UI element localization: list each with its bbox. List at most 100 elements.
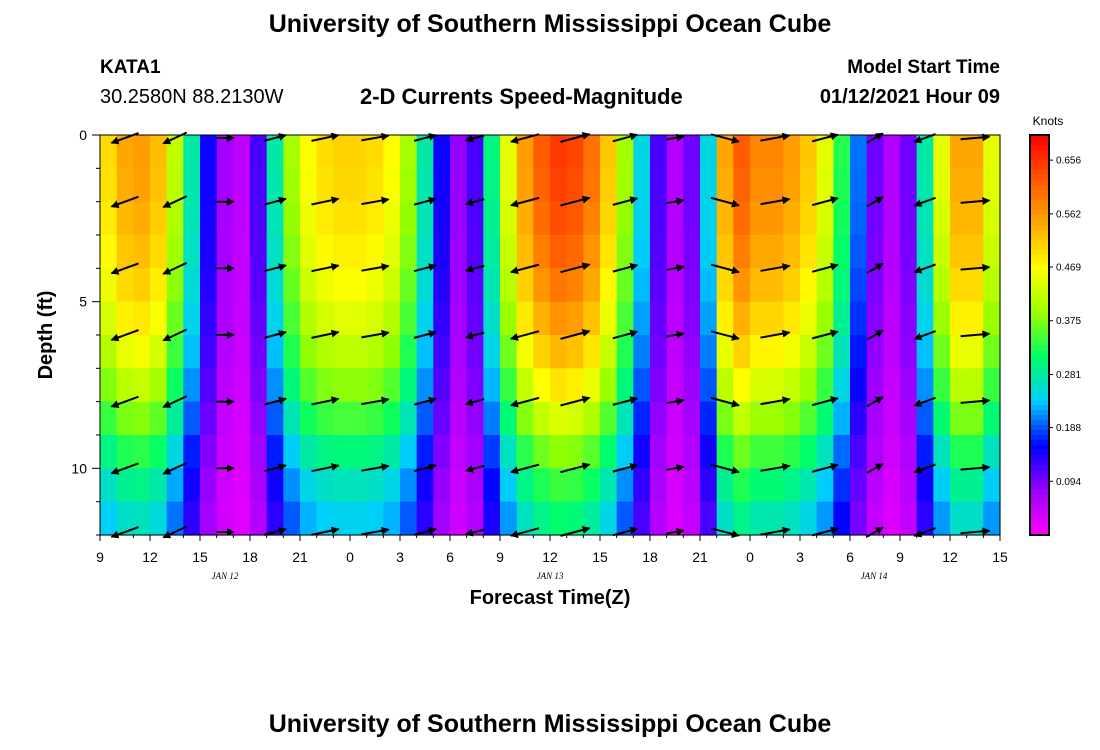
- heatmap-cell: [933, 235, 951, 269]
- heatmap-cell: [533, 235, 551, 269]
- current-vector: [162, 328, 188, 342]
- heatmap-cell: [916, 468, 934, 503]
- heatmap-cell: [950, 201, 968, 236]
- x-tick-label: 3: [396, 549, 404, 565]
- heatmap-cell: [700, 135, 718, 169]
- heatmap-cell: [950, 235, 968, 269]
- heatmap-cell: [800, 401, 818, 436]
- current-vector: [413, 196, 437, 206]
- heatmap-cell: [666, 301, 684, 336]
- heatmap-cell: [116, 368, 134, 403]
- heatmap-cell: [583, 268, 601, 303]
- heatmap-cell: [133, 401, 151, 436]
- heatmap-cell: [416, 301, 434, 336]
- heatmap-cell: [566, 468, 584, 503]
- heatmap-cell: [966, 401, 984, 436]
- heatmap-cell: [616, 401, 634, 436]
- heatmap-cell: [383, 368, 401, 403]
- heatmap-cell: [866, 468, 884, 503]
- heatmap-cell: [716, 301, 734, 336]
- heatmap-cell: [883, 401, 901, 436]
- heatmap-cell: [850, 501, 868, 536]
- heatmap-cell: [133, 168, 151, 203]
- current-vector: [510, 263, 540, 275]
- heatmap-cell: [833, 435, 851, 469]
- current-vector: [913, 396, 936, 407]
- heatmap-cell: [233, 435, 251, 469]
- heatmap-cell: [466, 301, 484, 336]
- heatmap-cell: [316, 501, 334, 536]
- heatmap-cell: [533, 301, 551, 336]
- heatmap-cell: [250, 368, 268, 403]
- heatmap-cell: [916, 235, 934, 269]
- heatmap-cell: [633, 268, 651, 303]
- heatmap-cell: [950, 135, 968, 169]
- heatmap-cell: [600, 468, 618, 503]
- heatmap-cell: [883, 135, 901, 169]
- station-id: KATA1: [100, 57, 161, 78]
- heatmap-cell: [166, 168, 184, 203]
- heatmap-cell: [466, 435, 484, 469]
- current-vector: [361, 526, 390, 536]
- current-vector: [710, 330, 740, 341]
- heatmap-cell: [333, 268, 351, 303]
- heatmap-cell: [433, 135, 451, 169]
- heatmap-cell: [150, 201, 168, 236]
- heatmap-cell: [766, 501, 784, 536]
- heatmap-cell: [333, 235, 351, 269]
- heatmap-cell: [900, 435, 918, 469]
- colorbar-swatch: [1030, 515, 1049, 521]
- heatmap-cell: [100, 468, 118, 503]
- current-vector: [811, 462, 839, 473]
- heatmap-cell: [983, 168, 1001, 203]
- heatmap-cell: [783, 335, 801, 369]
- colorbar-swatch: [1030, 245, 1049, 251]
- heatmap-cell: [266, 468, 284, 503]
- heatmap-cell: [416, 435, 434, 469]
- colorbar-swatch: [1030, 440, 1049, 446]
- heatmap-cell: [566, 435, 584, 469]
- heatmap-cell: [816, 501, 834, 536]
- heatmap-cell: [216, 235, 234, 269]
- heatmap-cell: [600, 501, 618, 536]
- heatmap-cell: [683, 268, 701, 303]
- heatmap-cell: [816, 335, 834, 369]
- heatmap-cell: [583, 401, 601, 436]
- heatmap-cell: [866, 368, 884, 403]
- colorbar-tick-label: 0.656: [1056, 156, 1081, 167]
- heatmap-cell: [200, 501, 218, 536]
- heatmap-cell: [683, 468, 701, 503]
- colorbar-swatch: [1030, 280, 1049, 286]
- heatmap-cell: [250, 168, 268, 203]
- colorbar-swatch: [1030, 260, 1049, 266]
- heatmap-cell: [400, 335, 418, 369]
- current-vector: [263, 133, 287, 142]
- heatmap-cell: [150, 235, 168, 269]
- heatmap-cell: [816, 135, 834, 169]
- heatmap-cell: [283, 168, 301, 203]
- heatmap-cell: [100, 501, 118, 536]
- heatmap-cell: [366, 401, 384, 436]
- colorbar-swatch: [1030, 135, 1049, 141]
- heatmap-cell: [250, 401, 268, 436]
- heatmap-cell: [333, 301, 351, 336]
- current-vector: [960, 330, 991, 339]
- colorbar-swatch: [1030, 490, 1049, 496]
- heatmap-cell: [766, 401, 784, 436]
- heatmap-cell: [233, 501, 251, 536]
- current-vector: [361, 463, 390, 472]
- heatmap-cell: [750, 501, 768, 536]
- heatmap-cell: [350, 468, 368, 503]
- heatmap-cell: [250, 268, 268, 303]
- current-vector: [612, 463, 639, 473]
- heatmap-cell: [233, 135, 251, 169]
- heatmap-cell: [566, 401, 584, 436]
- current-vector: [666, 397, 685, 406]
- heatmap-cell: [116, 435, 134, 469]
- heatmap-cell: [416, 368, 434, 403]
- current-vector: [666, 133, 685, 142]
- heatmap-cell: [100, 435, 118, 469]
- heatmap-cell: [833, 401, 851, 436]
- current-vector: [361, 196, 390, 206]
- heatmap-cell: [983, 135, 1001, 169]
